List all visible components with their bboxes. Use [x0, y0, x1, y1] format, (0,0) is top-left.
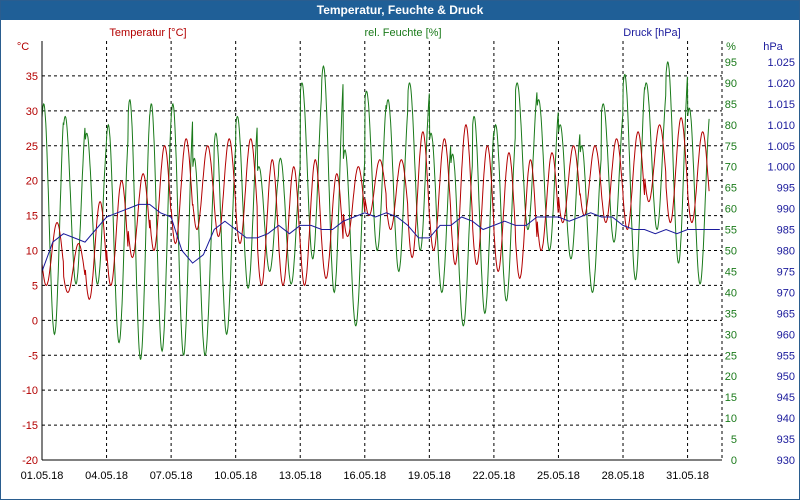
humidity-tick-label: 80: [725, 120, 737, 132]
pressure-tick-label: 1.005: [767, 141, 795, 153]
temperature-tick-label: 35: [26, 71, 38, 83]
temperature-tick-label: 25: [26, 141, 38, 153]
pressure-tick-label: 955: [777, 350, 795, 362]
humidity-tick-label: 0: [731, 455, 737, 467]
pressure-tick-label: 1.025: [767, 57, 795, 69]
humidity-tick-label: 25: [725, 350, 737, 362]
x-tick-label: 31.05.18: [666, 470, 709, 482]
humidity-tick-label: 95: [725, 57, 737, 69]
humidity-tick-label: 65: [725, 183, 737, 195]
temperature-tick-label: 5: [32, 280, 38, 292]
humidity-tick-label: 5: [731, 434, 737, 446]
temperature-unit-label: °C: [17, 41, 29, 53]
pressure-axis-title: Druck [hPa]: [623, 27, 680, 39]
temperature-line: [41, 117, 710, 300]
humidity-tick-label: 40: [725, 287, 737, 299]
humidity-unit-label: %: [726, 41, 736, 53]
humidity-tick-label: 15: [725, 392, 737, 404]
temperature-tick-label: 10: [26, 246, 38, 258]
pressure-tick-label: 975: [777, 266, 795, 278]
title-bar: Temperatur, Feuchte & Druck: [1, 1, 799, 20]
x-tick-label: 01.05.18: [21, 470, 64, 482]
pressure-axis: 1.025 1.020 1.015 1.010 1.005 1.000 995 990 985 9…: [767, 57, 795, 467]
x-tick-label: 10.05.18: [214, 470, 257, 482]
pressure-tick-label: 950: [777, 371, 795, 383]
temperature-tick-label: -15: [22, 420, 38, 432]
humidity-tick-label: 55: [725, 225, 737, 237]
temperature-tick-label: 30: [26, 106, 38, 118]
x-axis: 01.05.18 04.05.18 07.05.18 10.05.18 13.05.18…: [21, 470, 709, 482]
temperature-tick-label: 20: [26, 176, 38, 188]
pressure-tick-label: 935: [777, 434, 795, 446]
humidity-tick-label: 50: [725, 246, 737, 258]
x-tick-label: 22.05.18: [472, 470, 515, 482]
humidity-tick-label: 75: [725, 141, 737, 153]
temperature-tick-label: -20: [22, 455, 38, 467]
x-tick-label: 04.05.18: [85, 470, 128, 482]
axis-headers: °C Temperatur [°C] rel. Feuchte [%] Druc…: [17, 27, 784, 53]
pressure-line: [41, 203, 720, 272]
pressure-tick-label: 995: [777, 183, 795, 195]
humidity-tick-label: 45: [725, 266, 737, 278]
pressure-tick-label: 1.010: [767, 120, 795, 132]
humidity-tick-label: 85: [725, 99, 737, 111]
pressure-tick-label: 1.015: [767, 99, 795, 111]
humidity-tick-label: 30: [725, 329, 737, 341]
humidity-axis-title: rel. Feuchte [%]: [364, 27, 441, 39]
humidity-tick-label: 10: [725, 413, 737, 425]
temperature-tick-label: -10: [22, 385, 38, 397]
humidity-tick-label: 35: [725, 308, 737, 320]
pressure-tick-label: 990: [777, 204, 795, 216]
series-layer: [41, 61, 720, 361]
humidity-line: [41, 61, 710, 361]
temperature-axis: 35 30 25 20 15 10 5 0 -5 -10 -15 -20: [22, 71, 38, 467]
pressure-tick-label: 945: [777, 392, 795, 404]
x-tick-label: 13.05.18: [279, 470, 322, 482]
humidity-tick-label: 20: [725, 371, 737, 383]
temperature-tick-label: 0: [32, 315, 38, 327]
x-tick-label: 07.05.18: [150, 470, 193, 482]
humidity-tick-label: 70: [725, 162, 737, 174]
pressure-tick-label: 930: [777, 455, 795, 467]
pressure-tick-label: 1.000: [767, 162, 795, 174]
x-tick-label: 16.05.18: [343, 470, 386, 482]
pressure-tick-label: 980: [777, 246, 795, 258]
pressure-tick-label: 970: [777, 287, 795, 299]
x-tick-label: 28.05.18: [602, 470, 645, 482]
pressure-tick-label: 940: [777, 413, 795, 425]
temperature-axis-title: Temperatur [°C]: [109, 27, 186, 39]
pressure-tick-label: 1.020: [767, 78, 795, 90]
pressure-tick-label: 965: [777, 308, 795, 320]
humidity-tick-label: 90: [725, 78, 737, 90]
x-tick-label: 25.05.18: [537, 470, 580, 482]
temperature-tick-label: 15: [26, 211, 38, 223]
grid-lines: [42, 41, 723, 460]
x-tick-label: 19.05.18: [408, 470, 451, 482]
temperature-tick-label: -5: [28, 350, 38, 362]
pressure-tick-label: 985: [777, 225, 795, 237]
humidity-tick-label: 60: [725, 204, 737, 216]
pressure-tick-label: 960: [777, 329, 795, 341]
pressure-unit-label: hPa: [763, 41, 783, 53]
chart-title: Temperatur, Feuchte & Druck: [316, 3, 484, 17]
